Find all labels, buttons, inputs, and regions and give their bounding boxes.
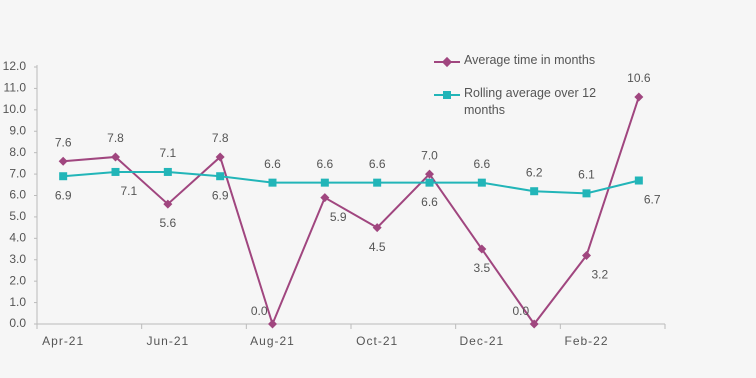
data-label: 6.9 bbox=[212, 188, 229, 202]
data-label: 5.6 bbox=[159, 216, 176, 230]
data-point bbox=[111, 167, 120, 176]
legend-swatch bbox=[434, 91, 460, 99]
data-point bbox=[215, 152, 225, 162]
data-label: 7.6 bbox=[55, 135, 72, 149]
data-label: 3.5 bbox=[473, 261, 490, 275]
data-label: 6.6 bbox=[264, 157, 281, 171]
legend-item: Average time in months bbox=[434, 52, 624, 69]
x-tick-label: Dec-21 bbox=[459, 334, 504, 348]
data-label: 7.8 bbox=[107, 131, 124, 145]
y-tick-label: 12.0 bbox=[3, 59, 27, 73]
data-point bbox=[582, 189, 591, 198]
data-point bbox=[163, 199, 173, 209]
data-point bbox=[163, 167, 172, 176]
data-point bbox=[477, 244, 487, 254]
y-tick-label: 11.0 bbox=[4, 81, 27, 95]
data-point bbox=[59, 172, 68, 181]
data-point bbox=[268, 178, 277, 187]
data-label: 6.6 bbox=[473, 157, 490, 171]
legend-marker bbox=[441, 56, 453, 68]
data-label: 6.6 bbox=[369, 157, 386, 171]
data-point bbox=[111, 152, 120, 162]
y-tick-label: 0.0 bbox=[9, 316, 26, 330]
data-label: 6.9 bbox=[55, 188, 72, 202]
data-point bbox=[530, 187, 539, 196]
data-point bbox=[582, 250, 591, 260]
y-tick-label: 1.0 bbox=[9, 295, 26, 309]
y-tick-label: 2.0 bbox=[9, 273, 26, 287]
y-tick-label: 4.0 bbox=[9, 231, 26, 245]
data-label: 5.9 bbox=[330, 210, 347, 224]
x-tick-label: Jun-21 bbox=[146, 334, 189, 348]
y-tick-label: 10.0 bbox=[3, 102, 27, 116]
y-tick-label: 7.0 bbox=[9, 166, 26, 180]
y-tick-label: 9.0 bbox=[9, 123, 26, 137]
data-point bbox=[529, 319, 539, 329]
data-point bbox=[268, 319, 277, 329]
x-tick-label: Feb-22 bbox=[564, 334, 608, 348]
data-point bbox=[372, 223, 382, 233]
data-label: 10.6 bbox=[627, 71, 651, 85]
data-point bbox=[373, 178, 382, 187]
data-point bbox=[477, 178, 486, 187]
y-tick-label: 3.0 bbox=[9, 252, 26, 266]
data-label: 6.6 bbox=[421, 195, 438, 209]
y-tick-label: 6.0 bbox=[9, 188, 26, 202]
data-label: 6.6 bbox=[316, 157, 333, 171]
data-point bbox=[425, 178, 434, 187]
y-tick-label: 5.0 bbox=[9, 209, 26, 223]
series-line bbox=[63, 96, 640, 327]
data-label: 6.1 bbox=[578, 168, 595, 182]
legend-swatch bbox=[434, 56, 460, 68]
data-label: 7.8 bbox=[212, 131, 229, 145]
legend-item: Rolling average over 12 months bbox=[434, 85, 624, 119]
y-tick-label: 8.0 bbox=[9, 145, 26, 159]
legend-marker bbox=[443, 91, 451, 99]
data-label: 0.0 bbox=[512, 304, 529, 318]
data-point bbox=[320, 193, 330, 203]
x-tick-label: Apr-21 bbox=[42, 334, 84, 348]
legend: Average time in months Rolling average ov… bbox=[434, 52, 624, 135]
data-label: 4.5 bbox=[369, 240, 386, 254]
x-tick-label: Aug-21 bbox=[250, 334, 295, 348]
data-point bbox=[216, 172, 225, 181]
data-point bbox=[58, 156, 68, 166]
data-point bbox=[634, 92, 644, 102]
data-label: 7.1 bbox=[121, 184, 138, 198]
data-point bbox=[320, 178, 329, 187]
data-label: 0.0 bbox=[251, 304, 268, 318]
x-tick-label: Oct-21 bbox=[356, 334, 398, 348]
legend-label: Rolling average over 12 months bbox=[464, 86, 597, 117]
data-label: 6.2 bbox=[526, 165, 543, 179]
data-label: 7.1 bbox=[159, 146, 176, 160]
series-line bbox=[63, 170, 640, 195]
data-label: 7.0 bbox=[421, 148, 438, 162]
data-label: 3.2 bbox=[592, 268, 609, 282]
data-label: 6.7 bbox=[644, 193, 661, 207]
data-point bbox=[425, 169, 434, 179]
legend-label: Average time in months bbox=[464, 53, 596, 67]
data-point bbox=[634, 176, 643, 185]
